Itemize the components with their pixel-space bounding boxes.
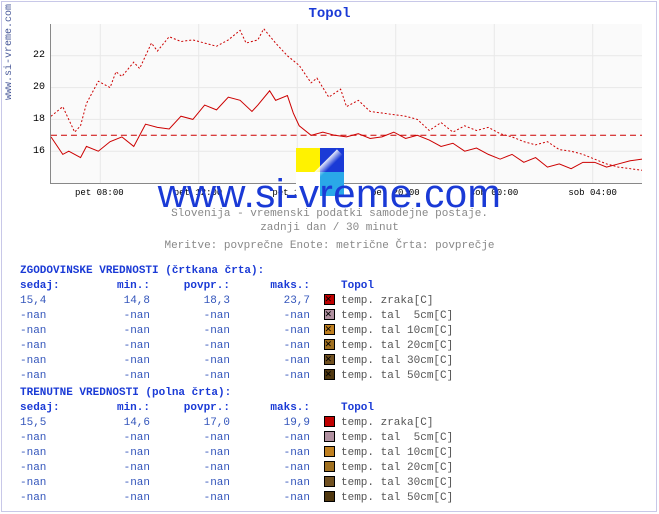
data-row: 15,414,818,323,7✕temp. zraka[C] <box>20 294 453 309</box>
series-label: temp. tal 5cm[C] <box>341 310 453 322</box>
ytick-label: 20 <box>15 82 45 93</box>
series-label: temp. tal 10cm[C] <box>341 325 453 337</box>
legend-swatch-icon <box>324 446 335 457</box>
ytick-label: 22 <box>15 50 45 61</box>
data-row: 15,514,617,019,9temp. zraka[C] <box>20 416 453 431</box>
series-label: temp. tal 20cm[C] <box>341 340 453 352</box>
legend-swatch-icon: ✕ <box>324 294 335 305</box>
legend-swatch-icon: ✕ <box>324 324 335 335</box>
data-row: -nan-nan-nan-nantemp. tal 50cm[C] <box>20 491 453 506</box>
legend-swatch-icon: ✕ <box>324 354 335 365</box>
data-row: -nan-nan-nan-nan✕temp. tal 10cm[C] <box>20 324 453 339</box>
data-row: -nan-nan-nan-nan✕temp. tal 5cm[C] <box>20 309 453 324</box>
data-row: -nan-nan-nan-nantemp. tal 5cm[C] <box>20 431 453 446</box>
data-section: ZGODOVINSKE VREDNOSTI (črtkana črta):sed… <box>20 264 453 384</box>
series-label: temp. tal 30cm[C] <box>341 477 453 489</box>
chart-svg <box>51 24 642 183</box>
section-header-row: sedaj:min.:povpr.:maks.:Topol <box>20 401 453 416</box>
legend-swatch-icon: ✕ <box>324 369 335 380</box>
data-row: -nan-nan-nan-nan✕temp. tal 30cm[C] <box>20 354 453 369</box>
data-row: -nan-nan-nan-nantemp. tal 10cm[C] <box>20 446 453 461</box>
series-label: temp. tal 10cm[C] <box>341 447 453 459</box>
legend-swatch-icon <box>324 416 335 427</box>
subtitle-3: Meritve: povprečne Enote: metrične Črta:… <box>0 240 659 252</box>
subtitle-1: Slovenija - vremenski podatki samodejne … <box>0 208 659 220</box>
ytick-label: 16 <box>15 146 45 157</box>
legend-swatch-icon <box>324 431 335 442</box>
legend-swatch-icon <box>324 491 335 502</box>
series-label: temp. tal 50cm[C] <box>341 370 453 382</box>
data-row: -nan-nan-nan-nantemp. tal 30cm[C] <box>20 476 453 491</box>
legend-swatch-icon <box>324 461 335 472</box>
series-label: temp. tal 20cm[C] <box>341 462 453 474</box>
series-label: temp. tal 5cm[C] <box>341 432 453 444</box>
data-section: TRENUTNE VREDNOSTI (polna črta):sedaj:mi… <box>20 386 453 506</box>
data-row: -nan-nan-nan-nan✕temp. tal 50cm[C] <box>20 369 453 384</box>
chart-plot-area <box>50 24 642 184</box>
data-row: -nan-nan-nan-nan✕temp. tal 20cm[C] <box>20 339 453 354</box>
series-label: temp. zraka[C] <box>341 295 433 307</box>
series-label: temp. zraka[C] <box>341 417 433 429</box>
ytick-label: 18 <box>15 114 45 125</box>
series-label: temp. tal 30cm[C] <box>341 355 453 367</box>
legend-swatch-icon <box>324 476 335 487</box>
section-header-row: sedaj:min.:povpr.:maks.:Topol <box>20 279 453 294</box>
section-title: ZGODOVINSKE VREDNOSTI (črtkana črta): <box>20 264 453 279</box>
section-title: TRENUTNE VREDNOSTI (polna črta): <box>20 386 453 401</box>
legend-swatch-icon: ✕ <box>324 339 335 350</box>
legend-swatch-icon: ✕ <box>324 309 335 320</box>
data-row: -nan-nan-nan-nantemp. tal 20cm[C] <box>20 461 453 476</box>
chart-title: Topol <box>0 6 659 22</box>
series-label: temp. tal 50cm[C] <box>341 492 453 504</box>
subtitle-2: zadnji dan / 30 minut <box>0 222 659 234</box>
